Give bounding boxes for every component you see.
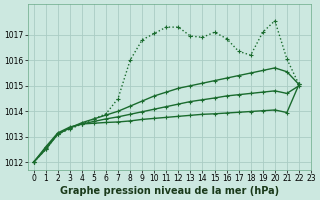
X-axis label: Graphe pression niveau de la mer (hPa): Graphe pression niveau de la mer (hPa)	[60, 186, 279, 196]
